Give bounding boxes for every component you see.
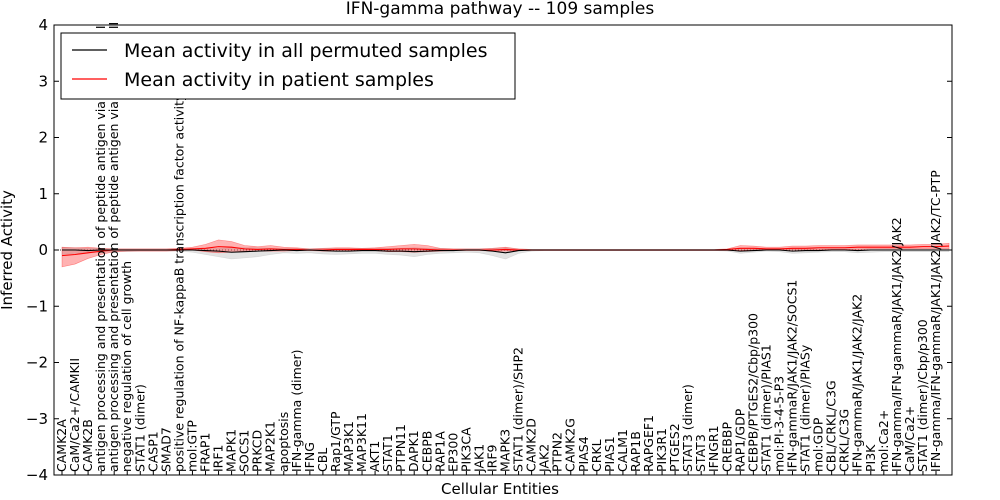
x-tick-label: JAK2 <box>537 444 552 473</box>
x-tick-label: IFN-gammaR/JAK1/JAK2/JAK2 <box>850 294 865 472</box>
legend-label-permuted: Mean activity in all permuted samples <box>124 40 487 62</box>
x-tick-label: PIAS4 <box>576 436 591 472</box>
y-tick-label: 4 <box>38 16 48 34</box>
x-tick-label: IFN-gamma/IFN-gammaR/JAK1/JAK2/JAK2 <box>889 217 904 472</box>
x-tick-label: IFN-gammaR/JAK1/JAK2/SOCS1 <box>785 280 800 472</box>
x-tick-label: CaM/Ca2+ <box>902 406 917 472</box>
x-tick-label: CRKL <box>589 439 604 472</box>
x-tick-label: positive regulation of NF-kappaB transcr… <box>171 93 186 472</box>
x-tick-label: STAT1 (dimer)/SHP2 <box>511 347 526 472</box>
x-tick-label: mol:Ca2+ <box>876 410 891 472</box>
x-tick-label: CAMK2A <box>54 419 69 472</box>
y-tick-label: −2 <box>26 354 48 372</box>
y-axis-label: Inferred Activity <box>0 190 16 310</box>
line-patient-mean <box>61 245 950 257</box>
x-tick-label: STAT1 (dimer)/PIAS1 <box>758 344 773 472</box>
x-tick-label: CREBBP <box>719 422 734 472</box>
x-tick-label: IFN-gamma (dimer) <box>289 350 304 473</box>
x-tick-label: antigen processing and presentation of p… <box>93 25 108 472</box>
x-tick-label: DAPK1 <box>406 430 421 472</box>
y-tick-label: −4 <box>26 466 48 484</box>
band-patient <box>61 239 950 268</box>
x-tick-label: SOCS1 <box>237 430 252 472</box>
x-tick-label: CALM1 <box>615 429 630 472</box>
x-tick-label: SMAD7 <box>158 427 173 472</box>
x-tick-label: IFNGR1 <box>706 425 721 472</box>
x-tick-label: IFN-gamma/IFN-gammaR/JAK1/JAK2/JAK2/TC-P… <box>928 170 943 472</box>
x-tick-label: apoptosis <box>276 412 291 472</box>
x-tick-label: STAT1 (dimer)/PIASy <box>798 344 813 472</box>
x-tick-label: CEBPB <box>419 431 434 472</box>
x-tick-label: PTPN11 <box>393 424 408 472</box>
x-tick-label: STAT1 (dimer) <box>132 384 147 472</box>
x-tick-label: MAP3K11 <box>354 413 369 472</box>
y-tick-label: 1 <box>38 185 48 203</box>
x-tick-label: CBL <box>315 448 330 472</box>
y-tick-label: 2 <box>38 129 48 147</box>
x-tick-label: PTPN2 <box>550 432 565 472</box>
x-tick-label: CAMK2B <box>80 419 95 472</box>
legend-box <box>60 32 516 100</box>
x-axis-label: Cellular Entities <box>441 480 559 498</box>
x-tick-label: STAT1 <box>380 434 395 472</box>
x-tick-label: IRF1 <box>211 444 226 472</box>
x-tick-label: CBL/CRKL/C3G <box>824 380 839 472</box>
x-tick-label: MAPK3 <box>498 429 513 472</box>
y-tick-label: −1 <box>26 297 48 315</box>
x-tick-label: RAPGEF1 <box>641 415 656 472</box>
legend-label-patient: Mean activity in patient samples <box>124 69 434 91</box>
x-tick-label: CEBPB/PTGES2/Cbp/p300 <box>745 313 760 472</box>
x-tick-label: IFNG <box>302 442 317 472</box>
x-tick-label: MAP2K1 <box>263 421 278 472</box>
x-tick-label: MAP3K1 <box>341 421 356 472</box>
x-tick-label: MAPK1 <box>224 429 239 472</box>
x-tick-label: CRKL/C3G <box>837 409 852 472</box>
x-tick-label: PTGES2 <box>667 423 682 472</box>
series-lines <box>61 245 950 257</box>
x-tick-label: negative regulation of cell growth <box>119 261 134 472</box>
x-tick-label: RAP1B <box>628 431 643 472</box>
x-tick-label: antigen processing and presentation of p… <box>106 22 121 472</box>
legend: Mean activity in all permuted samples Me… <box>60 32 516 100</box>
x-tick-label: STAT3 (dimer) <box>680 384 695 472</box>
x-tick-label: STAT1 (dimer)/Cbp/p300 <box>915 319 930 472</box>
x-tick-label: STAT3 <box>693 434 708 472</box>
x-tick-label: RAP1/GDP <box>732 408 747 472</box>
x-tick-label: PIAS1 <box>602 436 617 472</box>
x-tick-label: mol:GTP <box>184 420 199 472</box>
x-tick-label: CaM/Ca2+/CAMKII <box>67 358 82 472</box>
y-tick-label: 0 <box>38 241 48 259</box>
chart-title: IFN-gamma pathway -- 109 samples <box>346 0 655 19</box>
x-tick-label: CAMK2G <box>563 418 578 472</box>
x-tick-label: PI3K <box>863 444 878 472</box>
line-permuted-mean <box>62 249 950 254</box>
x-tick-label: mol:PI-3-4-5-P3 <box>771 376 786 472</box>
x-tick-label: AKT1 <box>367 441 382 472</box>
plot-frame <box>53 24 953 476</box>
x-tick-label: PIK3CA <box>458 427 473 472</box>
x-tick-label: FRAP1 <box>197 433 212 472</box>
x-tick-label: Rap1/GTP <box>328 411 343 472</box>
x-tick-label: JAK1 <box>471 444 486 473</box>
y-tick-label: 3 <box>38 72 48 90</box>
x-tick-label: RAP1A <box>432 431 447 472</box>
y-tick-label: −3 <box>26 410 48 428</box>
x-tick-label: mol:GDP <box>811 417 826 472</box>
x-tick-label: CASP1 <box>145 431 160 472</box>
x-tick-label: IRF9 <box>484 444 499 472</box>
x-tick-label: EP300 <box>445 433 460 472</box>
x-tick-label: PIK3R1 <box>654 428 669 472</box>
x-tick-label: PRKCD <box>250 430 265 472</box>
y-axis: −4 −3 −2 −1 0 1 2 3 4 <box>26 16 952 484</box>
x-tick-label: CAMK2D <box>524 418 539 472</box>
